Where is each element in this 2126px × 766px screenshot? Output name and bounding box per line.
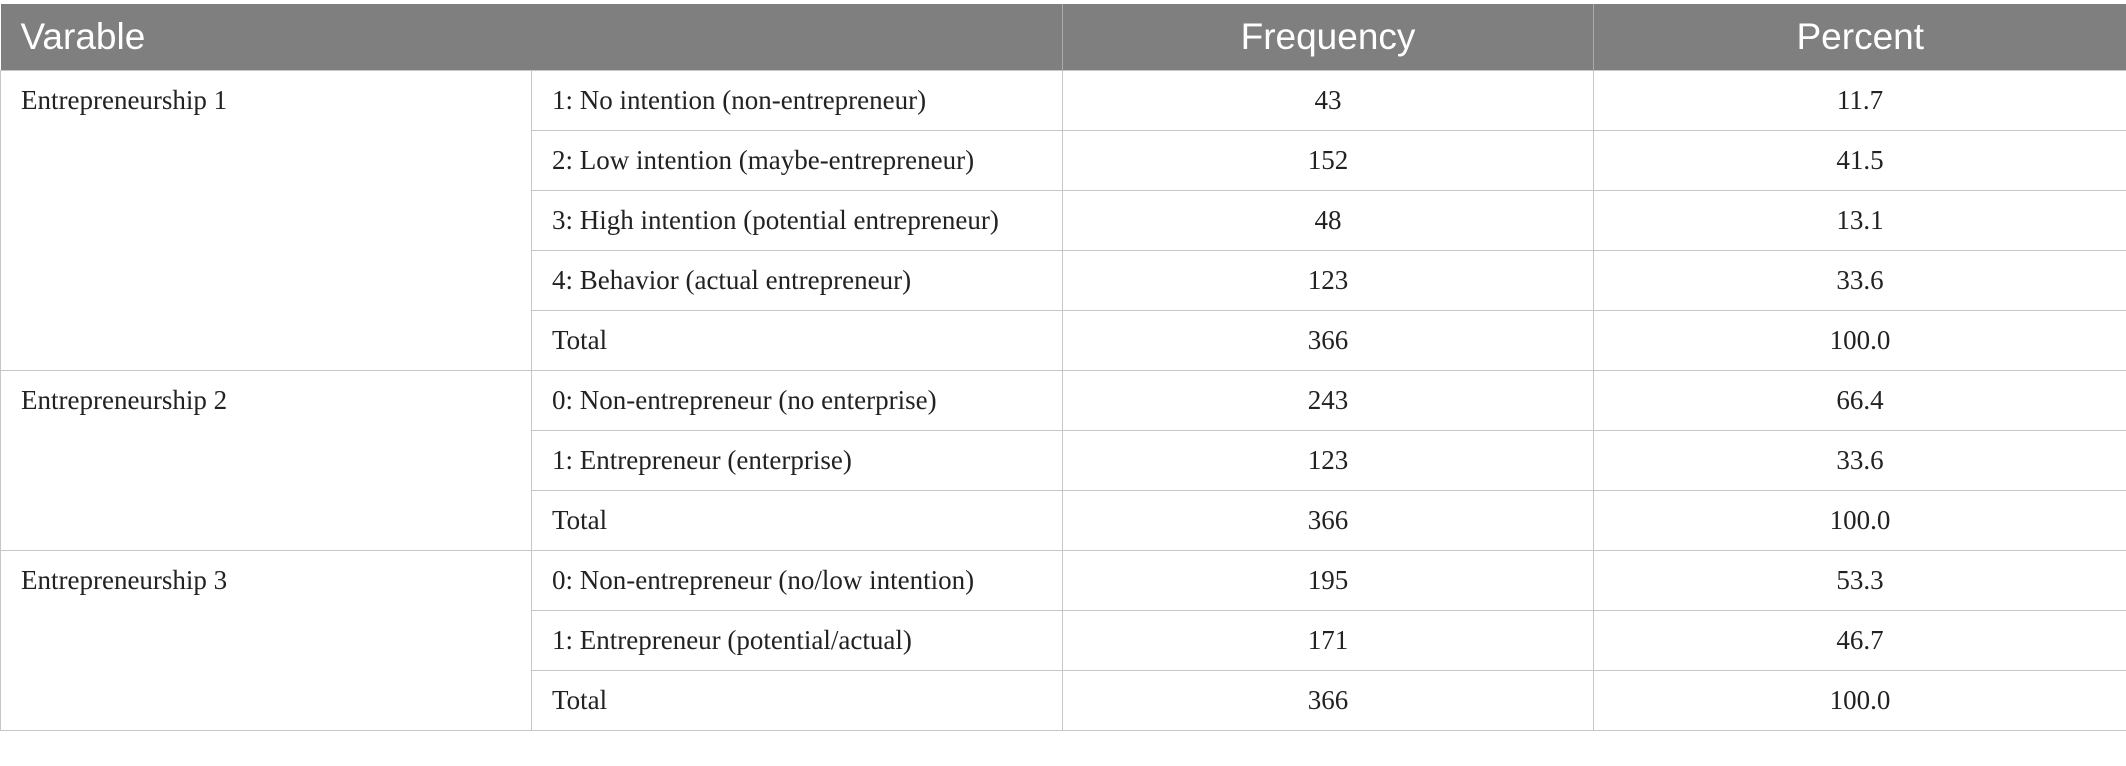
category-cell: 1: No intention (non-entrepreneur): [530, 70, 1064, 131]
frequency-table: Varable Frequency Percent Entrepreneursh…: [0, 4, 2126, 731]
percent-cell: 100.0: [1593, 670, 2126, 731]
variable-cell: Entrepreneurship 3: [0, 550, 532, 731]
table-row-total: Total 366 100.0: [1, 670, 2126, 731]
frequency-cell: 152: [1062, 130, 1595, 191]
header-variable: Varable: [0, 4, 1064, 71]
category-cell: Total: [530, 670, 1064, 731]
table-row: Entrepreneurship 1 1: No intention (non-…: [0, 70, 2126, 371]
frequency-cell: 366: [1062, 670, 1595, 731]
category-cell: 0: Non-entrepreneur (no enterprise): [530, 370, 1064, 431]
header-percent: Percent: [1593, 4, 2126, 71]
percent-cell: 53.3: [1593, 550, 2126, 611]
table-row-total: Total 366 100.0: [1, 310, 2126, 371]
percent-cell: 33.6: [1593, 430, 2126, 491]
frequency-cell: 48: [1062, 190, 1595, 251]
table-body: Entrepreneurship 1 1: No intention (non-…: [0, 70, 2126, 731]
percent-cell: 100.0: [1593, 490, 2126, 551]
frequency-cell: 366: [1062, 310, 1595, 371]
table-header: Varable Frequency Percent: [0, 4, 2126, 71]
table-row: Entrepreneurship 3 0: Non-entrepreneur (…: [0, 550, 2126, 731]
category-cell: 1: Entrepreneur (potential/actual): [530, 610, 1064, 671]
frequency-cell: 195: [1062, 550, 1595, 611]
percent-cell: 41.5: [1593, 130, 2126, 191]
percent-cell: 13.1: [1593, 190, 2126, 251]
percent-cell: 46.7: [1593, 610, 2126, 671]
header-frequency: Frequency: [1062, 4, 1595, 71]
variable-cell: Entrepreneurship 1: [0, 70, 532, 371]
table-row: 2: Low intention (maybe-entrepreneur) 15…: [1, 130, 2126, 191]
frequency-cell: 366: [1062, 490, 1595, 551]
category-cell: 0: Non-entrepreneur (no/low intention): [530, 550, 1064, 611]
category-cell: 3: High intention (potential entrepreneu…: [530, 190, 1064, 251]
frequency-cell: 171: [1062, 610, 1595, 671]
table-row-total: Total 366 100.0: [1, 490, 2126, 551]
frequency-cell: 123: [1062, 250, 1595, 311]
percent-cell: 66.4: [1593, 370, 2126, 431]
header-row: Varable Frequency Percent: [0, 4, 2126, 71]
table-row: 1: Entrepreneur (enterprise) 123 33.6: [1, 430, 2126, 491]
category-cell: 4: Behavior (actual entrepreneur): [530, 250, 1064, 311]
percent-cell: 33.6: [1593, 250, 2126, 311]
category-cell: Total: [530, 490, 1064, 551]
category-cell: 2: Low intention (maybe-entrepreneur): [530, 130, 1064, 191]
table-row: Entrepreneurship 2 0: Non-entrepreneur (…: [0, 370, 2126, 551]
frequency-cell: 43: [1062, 70, 1595, 131]
frequency-cell: 243: [1062, 370, 1595, 431]
frequency-cell: 123: [1062, 430, 1595, 491]
percent-cell: 11.7: [1593, 70, 2126, 131]
table-row: 1: Entrepreneur (potential/actual) 171 4…: [1, 610, 2126, 671]
category-cell: Total: [530, 310, 1064, 371]
percent-cell: 100.0: [1593, 310, 2126, 371]
category-cell: 1: Entrepreneur (enterprise): [530, 430, 1064, 491]
variable-cell: Entrepreneurship 2: [0, 370, 532, 551]
